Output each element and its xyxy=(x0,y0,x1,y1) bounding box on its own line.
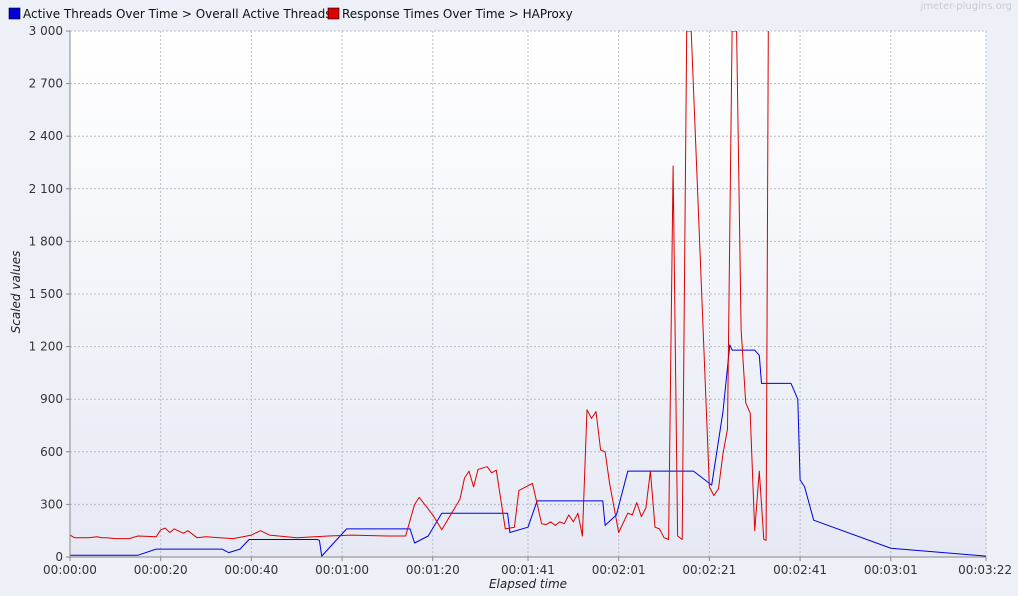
series-layer xyxy=(70,31,986,557)
x-axis-title: Elapsed time xyxy=(489,577,567,591)
y-axis-title: Scaled values xyxy=(9,251,23,334)
series-line-response-times xyxy=(70,31,769,541)
y-tick-label: 600 xyxy=(40,445,63,459)
legend-label-active-threads: Active Threads Over Time > Overall Activ… xyxy=(23,7,332,21)
y-tick-label: 2 100 xyxy=(29,182,63,196)
y-tick-label: 2 700 xyxy=(29,77,63,91)
x-tick-label: 00:00:40 xyxy=(224,563,278,577)
y-tick-label: 0 xyxy=(55,550,63,564)
x-tick-label: 00:00:00 xyxy=(43,563,97,577)
x-tick-label: 00:02:21 xyxy=(682,563,736,577)
y-tick-label: 900 xyxy=(40,392,63,406)
legend-swatch-active-threads xyxy=(8,7,21,20)
legend-swatch-response-times xyxy=(327,7,340,20)
watermark: jmeter-plugins.org xyxy=(919,1,1012,12)
series-line-active-threads xyxy=(70,344,986,557)
x-tick-label: 00:03:01 xyxy=(864,563,918,577)
grid xyxy=(70,30,987,557)
y-tick-label: 1 200 xyxy=(29,340,63,354)
y-tick-label: 1 500 xyxy=(29,287,63,301)
legend: Active Threads Over Time > Overall Activ… xyxy=(8,7,573,21)
y-tick-label: 2 400 xyxy=(29,129,63,143)
x-tick-label: 00:01:00 xyxy=(315,563,369,577)
x-tick-label: 00:01:20 xyxy=(406,563,460,577)
x-tick-label: 00:02:41 xyxy=(773,563,827,577)
y-ticks: 0 300 600 900 1 200 1 500 1 800 2 100 2 400 2 700… xyxy=(29,24,70,564)
x-tick-label: 00:00:20 xyxy=(134,563,188,577)
x-tick-label: 00:03:22 xyxy=(958,563,1012,577)
y-tick-label: 300 xyxy=(40,497,63,511)
y-tick-label: 1 800 xyxy=(29,234,63,248)
legend-label-response-times: Response Times Over Time > HAProxy xyxy=(342,7,573,21)
x-tick-label: 00:01:41 xyxy=(501,563,555,577)
x-tick-label: 00:02:01 xyxy=(592,563,646,577)
x-ticks: 00:00:00 00:00:20 00:00:40 00:01:00 00:01:20… xyxy=(43,557,1012,577)
y-tick-label: 3 000 xyxy=(29,24,63,38)
